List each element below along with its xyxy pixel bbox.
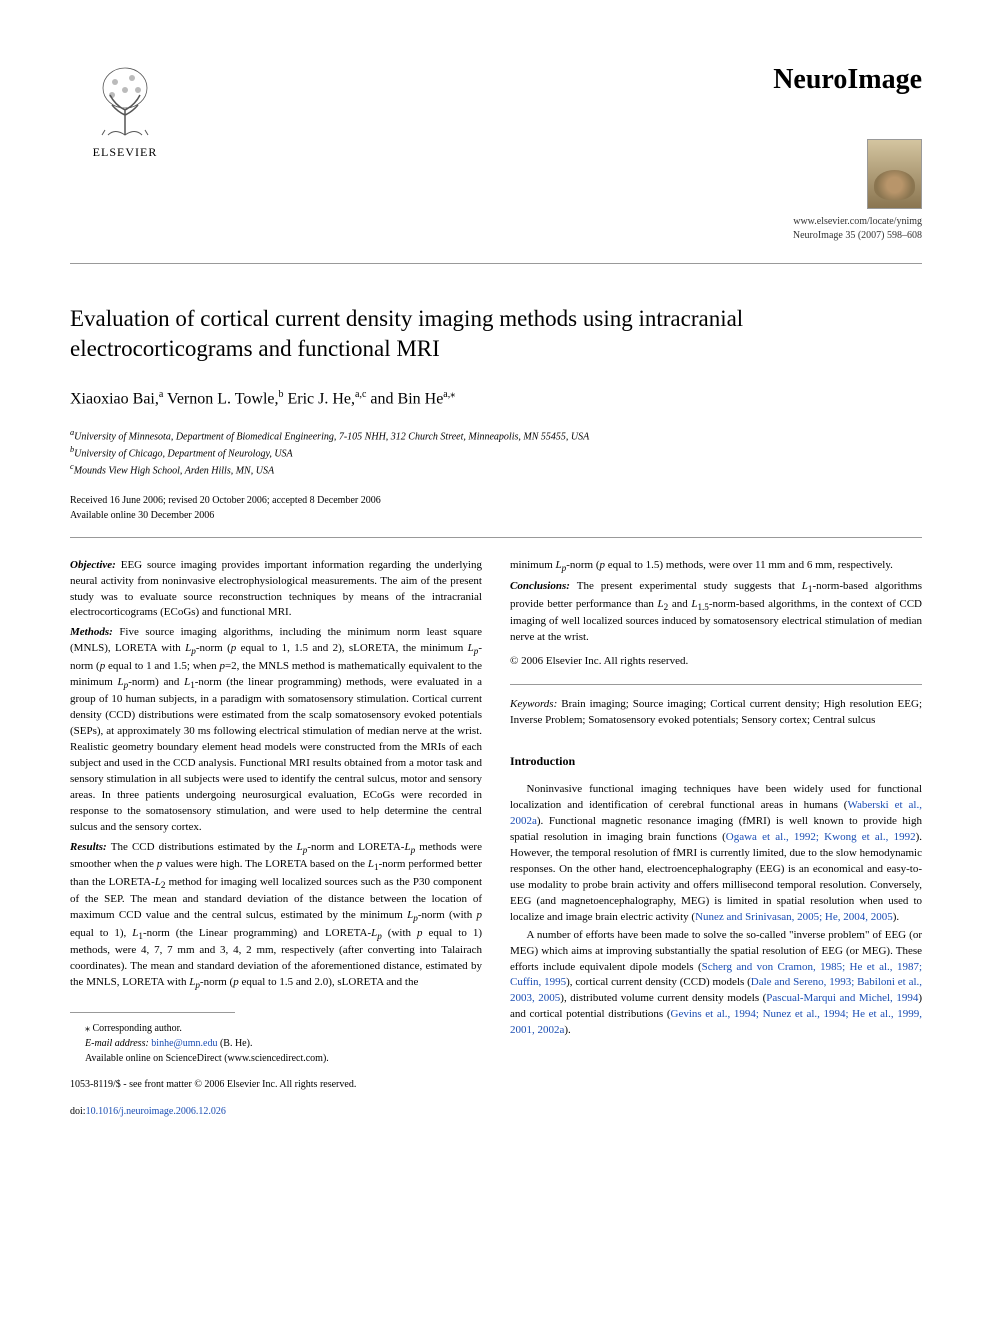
citation[interactable]: Ogawa et al., 1992; Kwong et al., 1992 [726,831,916,843]
citation[interactable]: Nunez and Srinivasan, 2005; He, 2004, 20… [695,911,893,923]
email-line: E-mail address: binhe@umn.edu (B. He). [85,1036,482,1051]
author-1: Xiaoxiao Bai, [70,390,159,407]
author-4: and Bin He [370,390,443,407]
abstract-methods: Methods: Five source imaging algorithms,… [70,625,482,835]
two-column-body: Objective: EEG source imaging provides i… [70,558,922,1120]
author-1-aff: a [159,389,163,400]
keywords-block: Keywords: Brain imaging; Source imaging;… [510,697,922,729]
abstract-conclusions: Conclusions: The present experimental st… [510,579,922,646]
methods-label: Methods: [70,626,119,638]
doi-link[interactable]: 10.1016/j.neuroimage.2006.12.026 [86,1106,226,1117]
issn-line: 1053-8119/$ - see front matter © 2006 El… [70,1078,482,1093]
journal-block: NeuroImage www.elsevier.com/locate/ynimg… [773,60,922,243]
intro-paragraph-1: Noninvasive functional imaging technique… [510,782,922,925]
results-continued: minimum Lp-norm (p equal to 1.5) methods… [510,558,922,575]
abstract-objective: Objective: EEG source imaging provides i… [70,558,482,622]
email-address[interactable]: binhe@umn.edu [151,1038,217,1049]
publication-dates: Received 16 June 2006; revised 20 Octobe… [70,493,922,523]
doi-line: doi:10.1016/j.neuroimage.2006.12.026 [70,1105,482,1120]
keywords-text: Brain imaging; Source imaging; Cortical … [510,698,922,726]
citation[interactable]: Pascual-Marqui and Michel, 1994 [766,992,918,1004]
author-3-aff: a,c [355,389,366,400]
journal-reference: NeuroImage 35 (2007) 598–608 [793,229,922,243]
affiliation-b: bUniversity of Chicago, Department of Ne… [70,444,922,461]
keywords-label: Keywords: [510,698,561,710]
keywords-divider [510,684,922,685]
corresponding-author: ⁎ Corresponding author. [85,1021,482,1036]
intro-paragraph-2: A number of efforts have been made to so… [510,928,922,1040]
abstract-results: Results: The CCD distributions estimated… [70,840,482,993]
email-label: E-mail address: [85,1038,149,1049]
doi-label: doi: [70,1106,86,1117]
publisher-block: ELSEVIER [70,60,180,161]
copyright-line: © 2006 Elsevier Inc. All rights reserved… [510,654,922,670]
article-title: Evaluation of cortical current density i… [70,304,922,364]
online-date: Available online 30 December 2006 [70,508,922,523]
header-divider [70,537,922,538]
corresponding-footnote: ⁎ Corresponding author. E-mail address: … [70,1021,482,1066]
introduction-heading: Introduction [510,753,922,770]
journal-title: NeuroImage [773,60,922,99]
results-label: Results: [70,841,111,853]
affiliation-a: aUniversity of Minnesota, Department of … [70,427,922,444]
affiliation-c: cMounds View High School, Arden Hills, M… [70,461,922,478]
author-2-aff: b [279,389,284,400]
journal-cover-icon [867,139,922,209]
author-list: Xiaoxiao Bai,a Vernon L. Towle,b Eric J.… [70,388,922,411]
footnote-divider [70,1012,235,1013]
author-2: Vernon L. Towle, [167,390,278,407]
author-3: Eric J. He, [288,390,356,407]
affiliations: aUniversity of Minnesota, Department of … [70,427,922,479]
right-column: minimum Lp-norm (p equal to 1.5) methods… [510,558,922,1120]
objective-label: Objective: [70,559,121,571]
author-4-corr: ⁎ [450,389,455,400]
received-date: Received 16 June 2006; revised 20 Octobe… [70,493,922,508]
sciencedirect-note: Available online on ScienceDirect (www.s… [85,1051,482,1066]
email-who: (B. He). [220,1038,253,1049]
journal-url: www.elsevier.com/locate/ynimg [793,215,922,229]
conclusions-label: Conclusions: [510,580,577,592]
left-column: Objective: EEG source imaging provides i… [70,558,482,1120]
page-header: ELSEVIER NeuroImage www.elsevier.com/loc… [70,60,922,264]
elsevier-tree-icon [90,60,160,140]
publisher-name: ELSEVIER [93,144,158,161]
